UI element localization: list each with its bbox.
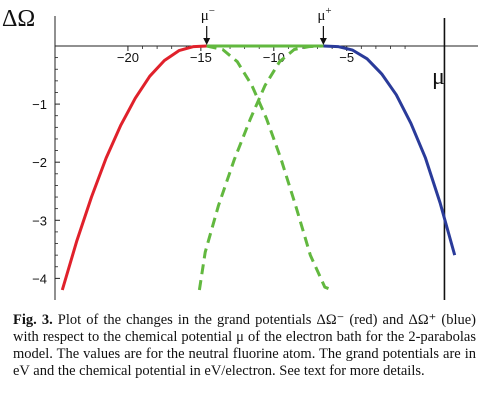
x-tick-label: −15 <box>190 50 212 65</box>
figure-label: Fig. 3. <box>13 312 53 328</box>
mu-markers: μ− μ+ <box>201 5 332 45</box>
x-tick-label: −20 <box>117 50 139 65</box>
chart: −20 −15 −10 −5 −1 −2 −3 −4 μ− μ+ ΔΩ μ <box>2 5 478 300</box>
mu-marker-arrowhead <box>319 38 327 45</box>
axes: −20 −15 −10 −5 −1 −2 −3 −4 <box>32 16 478 300</box>
y-tick-label: −1 <box>32 97 47 112</box>
x-tick-label: −5 <box>339 50 354 65</box>
series-parabola-1 <box>206 44 333 292</box>
figure-caption: Fig. 3. Plot of the changes in the grand… <box>13 312 476 380</box>
mu-marker-sup: + <box>325 5 331 17</box>
y-axis-title: ΔΩ <box>2 6 35 32</box>
series-ΔΩ+ <box>323 44 457 256</box>
x-tick-label: −10 <box>263 50 285 65</box>
x-axis-title: μ <box>432 64 445 90</box>
y-tick-label: −3 <box>32 213 47 228</box>
series-parabola-2 <box>197 44 324 291</box>
mu-marker-label: μ+ <box>317 5 331 24</box>
curves <box>60 44 457 292</box>
mu-marker-arrowhead <box>203 38 211 45</box>
caption-text: Plot of the changes in the grand potenti… <box>13 312 476 379</box>
mu-marker-sup: − <box>209 5 215 17</box>
mu-marker-label: μ− <box>201 5 215 24</box>
axis-labels: ΔΩ μ <box>2 6 445 90</box>
y-tick-label: −2 <box>32 155 47 170</box>
y-tick-label: −4 <box>32 271 47 286</box>
series-ΔΩ− <box>60 44 207 291</box>
